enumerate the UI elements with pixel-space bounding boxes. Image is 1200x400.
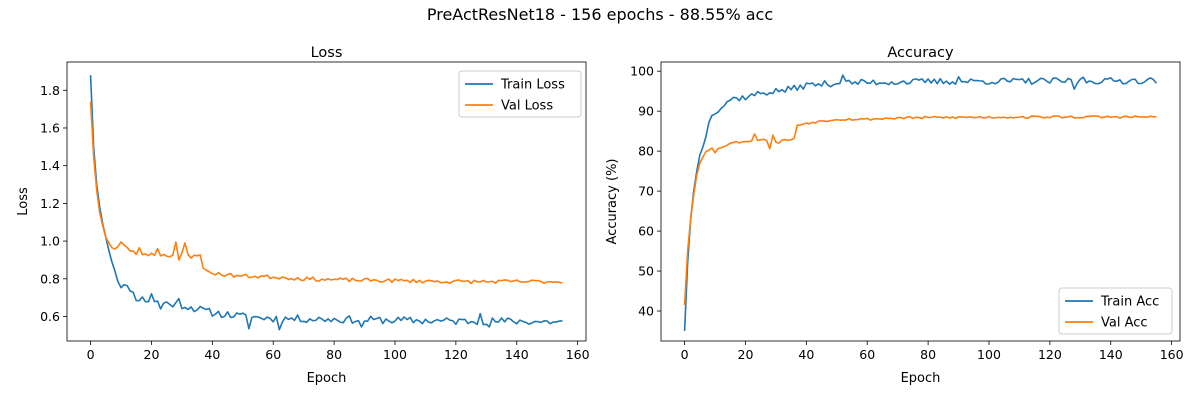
y-tick-label: 60 xyxy=(638,224,654,239)
x-tick-label: 60 xyxy=(859,347,875,362)
y-tick-label: 40 xyxy=(638,304,654,319)
x-tick-label: 40 xyxy=(204,347,220,362)
y-tick-label: 50 xyxy=(638,264,654,279)
accuracy-subplot: Accuracy Epoch Accuracy (%) 0 20 40 60 80 100… xyxy=(605,45,1184,386)
x-tick-label: 40 xyxy=(798,347,814,362)
x-tick-label: 140 xyxy=(1099,347,1123,362)
y-tick-label: 1.4 xyxy=(40,158,60,173)
legend-label-train-loss: Train Loss xyxy=(500,78,565,93)
y-tick-label: 80 xyxy=(638,144,654,159)
series-line-train-acc xyxy=(683,74,1158,332)
accuracy-legend: Train Acc Val Acc xyxy=(1058,287,1173,335)
y-tick-label: 1.2 xyxy=(40,196,60,211)
legend-label-val-acc: Val Acc xyxy=(1101,316,1148,331)
x-tick-label: 0 xyxy=(681,347,689,362)
x-tick-label: 100 xyxy=(383,347,407,362)
legend-label-val-loss: Val Loss xyxy=(501,99,553,114)
accuracy-axes-frame xyxy=(660,61,1181,342)
x-tick-label: 0 xyxy=(87,347,95,362)
x-tick-label: 160 xyxy=(566,347,590,362)
accuracy-ticks: 0 20 40 60 80 100 120 140 160 40 50 60 70 80 90 100 xyxy=(630,64,1183,362)
x-tick-label: 120 xyxy=(444,347,468,362)
loss-x-axis-label: Epoch xyxy=(307,371,347,386)
x-tick-label: 20 xyxy=(738,347,754,362)
accuracy-y-axis-label: Accuracy (%) xyxy=(605,159,620,245)
y-tick-label: 1.6 xyxy=(40,120,60,135)
loss-lines xyxy=(89,75,563,331)
y-tick-label: 1.8 xyxy=(40,83,60,98)
figure-title: PreActResNet18 - 156 epochs - 88.55% acc xyxy=(427,5,773,24)
x-tick-label: 20 xyxy=(144,347,160,362)
loss-ticks: 0 20 40 60 80 100 120 140 160 0.6 0.8 1.0 1.2 1.4 1.6 1… xyxy=(40,83,589,362)
loss-subplot: Loss Epoch Loss 0 20 40 60 80 100 120 140 160 0.6… xyxy=(16,45,590,386)
x-tick-label: 80 xyxy=(920,347,936,362)
x-tick-label: 60 xyxy=(265,347,281,362)
series-line-train-loss xyxy=(89,75,563,331)
y-tick-label: 0.8 xyxy=(40,271,60,286)
accuracy-lines xyxy=(683,74,1158,332)
accuracy-x-axis-label: Epoch xyxy=(901,371,941,386)
y-tick-label: 70 xyxy=(638,184,654,199)
loss-plot-title: Loss xyxy=(311,45,343,61)
series-line-val-acc xyxy=(683,115,1157,306)
loss-legend: Train Loss Val Loss xyxy=(458,70,582,118)
x-tick-label: 120 xyxy=(1038,347,1062,362)
x-tick-label: 140 xyxy=(505,347,529,362)
x-tick-label: 80 xyxy=(326,347,342,362)
y-tick-label: 1.0 xyxy=(40,234,60,249)
series-line-val-loss xyxy=(89,101,563,285)
legend-label-train-acc: Train Acc xyxy=(1100,295,1159,310)
x-tick-label: 160 xyxy=(1160,347,1184,362)
x-tick-label: 100 xyxy=(977,347,1001,362)
y-tick-label: 0.6 xyxy=(40,309,60,324)
loss-axes-frame xyxy=(66,61,587,342)
y-tick-label: 90 xyxy=(638,104,654,119)
loss-y-axis-label: Loss xyxy=(16,187,31,216)
y-tick-label: 100 xyxy=(630,64,654,79)
accuracy-plot-title: Accuracy xyxy=(887,45,954,61)
